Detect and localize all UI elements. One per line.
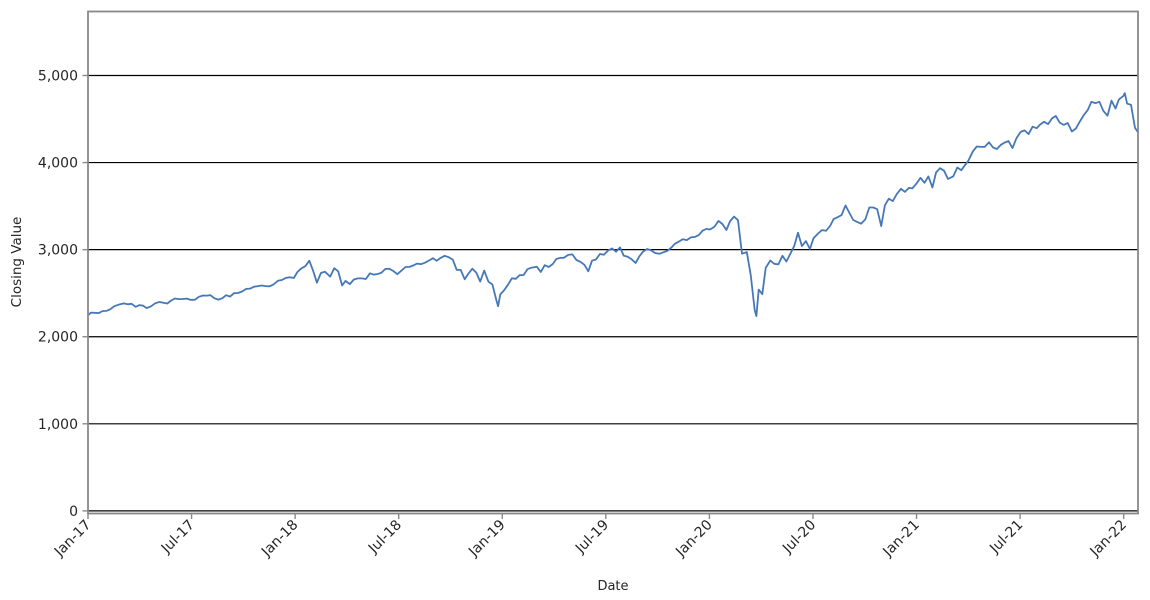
gridlines	[88, 74, 1138, 512]
series-layer	[88, 92, 1138, 317]
plot-border	[87, 10, 1139, 515]
x-tick-label: Jul-20	[779, 517, 819, 557]
x-tick-label: Jul-17	[158, 517, 198, 557]
y-tick-label: 2,000	[38, 330, 78, 346]
x-tick-label: Jan-18	[258, 517, 301, 560]
x-axis-title: Date	[597, 579, 628, 594]
x-tick-label: Jan-17	[51, 517, 94, 560]
y-tick-label: 4,000	[38, 156, 78, 172]
y-tick-label: 3,000	[38, 243, 78, 259]
y-axis-title: Closing Value	[9, 217, 25, 308]
x-tick-label: Jan-19	[465, 517, 508, 560]
y-tick-label: 0	[69, 504, 78, 520]
x-tick-label: Jul-18	[365, 517, 405, 557]
x-axis-ticks: Jan-17 Jul-17 Jan-18 Jul-18 Jan-19 Jul-19 Jan-…	[51, 513, 1130, 560]
x-tick-label: Jul-19	[572, 517, 612, 557]
y-tick-label: 5,000	[38, 69, 78, 85]
x-tick-label: Jul-21	[986, 517, 1026, 557]
y-axis-ticks: 0 1,000 2,000 3,000 4,000 5,000	[38, 69, 88, 520]
x-tick-label: Jan-21	[879, 517, 922, 560]
x-tick-label: Jan-22	[1087, 517, 1130, 560]
x-tick-label: Jan-20	[672, 517, 715, 560]
closing-value-series-line	[88, 92, 1138, 317]
y-tick-label: 1,000	[38, 417, 78, 433]
